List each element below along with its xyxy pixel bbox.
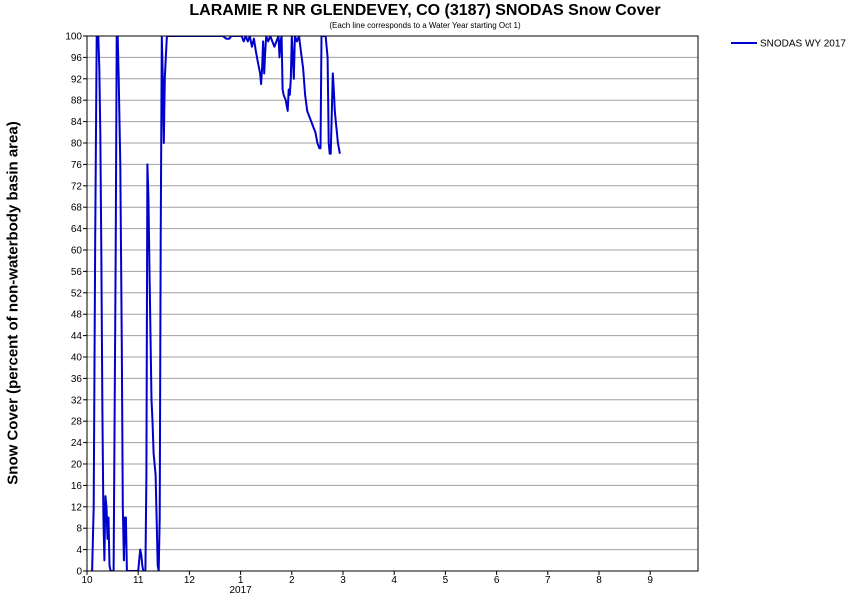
y-tick-label: 48 xyxy=(71,310,83,321)
y-tick-label: 100 xyxy=(65,32,82,43)
y-tick-label: 88 xyxy=(71,96,83,107)
y-tick-label: 28 xyxy=(71,417,83,428)
y-tick-label: 44 xyxy=(71,331,83,342)
y-tick-label: 84 xyxy=(71,117,83,128)
y-tick-label: 60 xyxy=(71,246,83,257)
x-tick-label: 12 xyxy=(184,575,196,586)
y-tick-label: 16 xyxy=(71,481,83,492)
series-line xyxy=(91,36,341,571)
y-tick-label: 92 xyxy=(71,74,83,85)
x-tick-label: 1 xyxy=(238,575,244,586)
grid-lines xyxy=(87,56,698,551)
y-tick-label: 12 xyxy=(71,502,83,513)
y-tick-label: 72 xyxy=(71,181,83,192)
y-tick-label: 52 xyxy=(71,288,83,299)
y-tick-label: 96 xyxy=(71,53,83,64)
y-tick-label: 32 xyxy=(71,395,83,406)
legend-label: SNODAS WY 2017 xyxy=(760,39,846,50)
x-tick-label: 2 xyxy=(289,575,295,586)
x-tick-label: 5 xyxy=(443,575,449,586)
axes: 0481216202428323640444852566064687276808… xyxy=(65,32,653,597)
y-tick-label: 20 xyxy=(71,460,83,471)
plot-frame xyxy=(86,35,699,572)
x-tick-label: 10 xyxy=(81,575,93,586)
x-tick-label: 7 xyxy=(545,575,551,586)
y-tick-label: 40 xyxy=(71,353,83,364)
x-tick-label: 8 xyxy=(596,575,602,586)
legend: SNODAS WY 2017 xyxy=(731,39,846,50)
x-tick-label: 9 xyxy=(647,575,653,586)
y-tick-label: 4 xyxy=(76,545,82,556)
x-year-label: 2017 xyxy=(229,585,252,596)
x-tick-label: 4 xyxy=(391,575,397,586)
y-tick-label: 56 xyxy=(71,267,83,278)
y-tick-label: 64 xyxy=(71,224,83,235)
y-tick-label: 76 xyxy=(71,160,83,171)
x-tick-label: 6 xyxy=(494,575,500,586)
y-tick-label: 24 xyxy=(71,438,83,449)
series-layer xyxy=(91,36,341,571)
x-tick-label: 11 xyxy=(133,575,144,586)
y-tick-label: 68 xyxy=(71,203,83,214)
y-tick-label: 8 xyxy=(76,524,82,535)
chart-title: LARAMIE R NR GLENDEVEY, CO (3187) SNODAS… xyxy=(189,2,661,19)
y-tick-label: 0 xyxy=(76,567,82,578)
x-tick-label: 3 xyxy=(340,575,346,586)
chart-subtitle: (Each line corresponds to a Water Year s… xyxy=(329,21,521,30)
y-tick-label: 80 xyxy=(71,139,83,150)
y-tick-label: 36 xyxy=(71,374,83,385)
